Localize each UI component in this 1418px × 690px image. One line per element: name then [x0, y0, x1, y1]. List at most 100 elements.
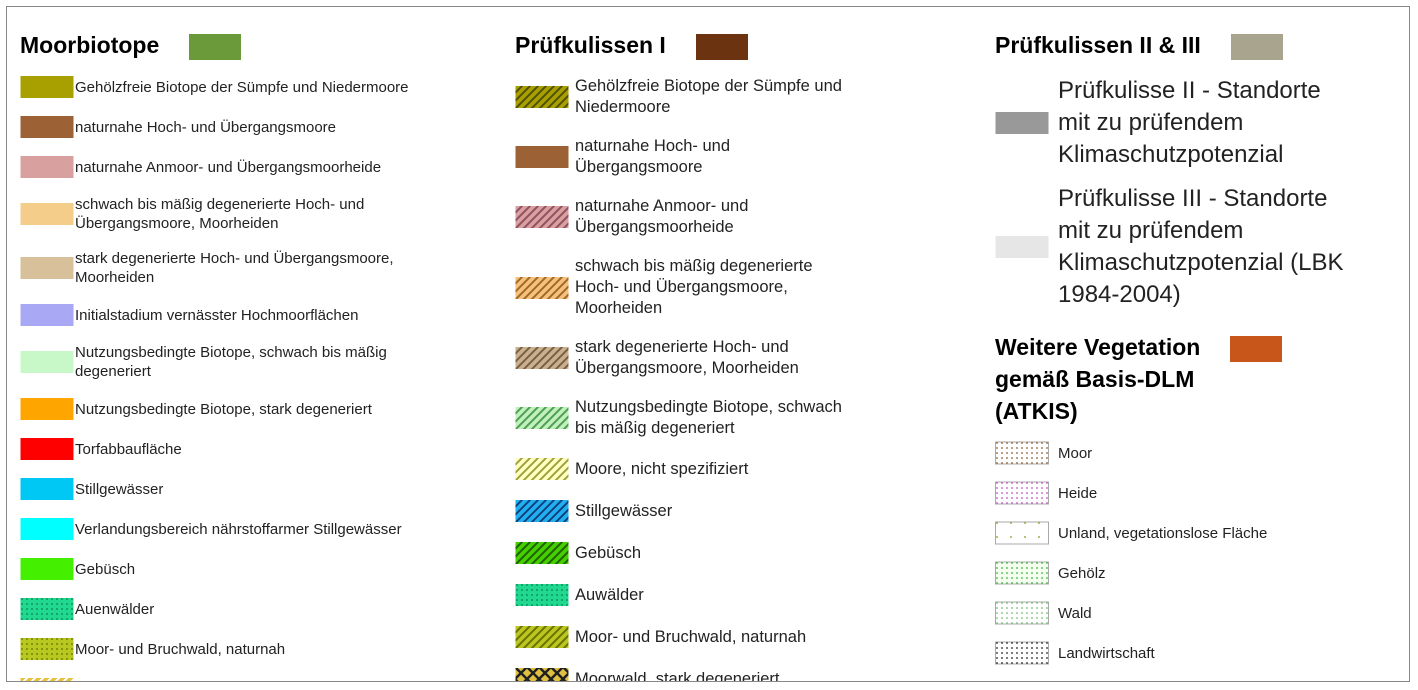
- swatch: [515, 500, 569, 522]
- swatch-pattern: [515, 584, 569, 606]
- swatch: [515, 146, 569, 168]
- swatch: [515, 347, 569, 369]
- swatch-fill: [20, 257, 74, 279]
- legend-section: Weitere Vegetation gemäß Basis-DLM (ATKI…: [995, 331, 1343, 673]
- section-title: Weitere Vegetation gemäß Basis-DLM (ATKI…: [995, 331, 1343, 427]
- swatch: [515, 584, 569, 606]
- legend-item: naturnahe Hoch- und Übergangsmoore: [20, 107, 409, 147]
- legend-item: Moore, nicht spezifiziert: [515, 448, 842, 490]
- legend-label: Gehölzfreie Biotope der Sümpfe und Niede…: [75, 78, 409, 96]
- swatch: [515, 626, 569, 648]
- swatch-pattern: [515, 500, 569, 522]
- section-title-text: Weitere Vegetation gemäß Basis-DLM (ATKI…: [995, 334, 1201, 424]
- swatch-fill: [20, 398, 74, 420]
- legend-item: naturnahe Hoch- und Übergangsmoore: [515, 127, 842, 187]
- swatch: [515, 276, 569, 299]
- legend-item: Initialstadium vernässter Hochmoorfläche…: [20, 295, 409, 335]
- legend-item: Gehölz: [995, 553, 1343, 593]
- legend-label: naturnahe Anmoor- und Übergangsmoorheide: [75, 158, 382, 176]
- swatch-pattern: [515, 626, 569, 648]
- legend-label: Initialstadium vernässter Hochmoorfläche…: [75, 306, 359, 324]
- swatch-pattern: [20, 638, 74, 660]
- swatch: [995, 112, 1049, 134]
- legend-item: Gehölzfreie Biotope der Sümpfe und Niede…: [20, 67, 409, 107]
- legend-item: Auenwälder: [20, 589, 409, 629]
- swatch: [20, 598, 74, 620]
- swatch: [515, 458, 569, 480]
- legend-item: Stillgewässer: [20, 469, 409, 509]
- swatch-pattern: [995, 522, 1049, 544]
- legend-item: stark degenerierte Hoch- und Übergangsmo…: [20, 241, 409, 295]
- swatch-fill: [20, 438, 74, 460]
- legend-label: Auwälder: [575, 585, 644, 604]
- legend-label: Moor- und Bruchwald, naturnah: [575, 627, 807, 646]
- swatch: [20, 638, 74, 660]
- section-title: Moorbiotope: [20, 29, 409, 61]
- legend-item: Moor- und Bruchwald, naturnah: [515, 616, 842, 658]
- legend-column: Moorbiotope Gehölzfreie Biotope der Sümpf…: [20, 29, 409, 682]
- swatch: [995, 481, 1049, 505]
- legend-label: Moor- und Bruchwald, naturnah: [75, 640, 286, 658]
- swatch-pattern: [515, 347, 569, 369]
- legend-label: Nutzungsbedingte Biotope, schwach bis mä…: [75, 344, 387, 380]
- legend-item: Verlandungsbereich nährstoffarmer Stillg…: [20, 509, 409, 549]
- legend-label: stark degenerierte Hoch- und Übergangsmo…: [75, 250, 394, 286]
- legend: Moorbiotope Gehölzfreie Biotope der Sümpf…: [6, 6, 1410, 682]
- swatch: [515, 206, 569, 228]
- section-title-text: Prüfkulissen II & III: [995, 32, 1201, 58]
- swatch-fill: [515, 146, 569, 168]
- swatch-pattern: [995, 442, 1049, 464]
- swatch: [995, 641, 1049, 665]
- swatch: [20, 438, 74, 460]
- legend-item: stark degenerierte Hoch- und Übergangsmo…: [515, 328, 842, 388]
- swatch: [20, 156, 74, 178]
- swatch: [20, 398, 74, 420]
- swatch-pattern: [995, 602, 1049, 624]
- legend-section: Moorbiotope Gehölzfreie Biotope der Sümpf…: [20, 29, 409, 682]
- legend-label: Moore, nicht spezifiziert: [575, 459, 749, 478]
- swatch-pattern: [515, 276, 569, 299]
- legend-label: Nutzungsbedingte Biotope, schwach bis mä…: [575, 398, 842, 437]
- swatch: [20, 678, 74, 681]
- swatch-fill: [20, 351, 74, 373]
- legend-item: naturnahe Anmoor- und Übergangsmoorheide: [515, 187, 842, 247]
- swatch: [515, 668, 569, 681]
- legend-item: Prüfkulisse II - Standorte mit zu prüfen…: [995, 69, 1343, 177]
- swatch: [995, 441, 1049, 465]
- swatch-fill: [995, 112, 1049, 134]
- legend-label: Moorwald, stark degeneriert: [75, 680, 261, 682]
- legend-label: stark degenerierte Hoch- und Übergangsmo…: [575, 338, 799, 377]
- swatch-pattern: [20, 678, 74, 681]
- section-swatch: [1230, 336, 1283, 362]
- section-title-text: Moorbiotope: [20, 32, 160, 58]
- section-swatch: [695, 34, 748, 60]
- swatch: [20, 478, 74, 500]
- section-swatch: [189, 34, 242, 60]
- swatch: [995, 561, 1049, 585]
- section-title-text: Prüfkulissen I: [515, 32, 666, 58]
- swatch: [20, 116, 74, 138]
- legend-label: Torfabbaufläche: [75, 440, 182, 458]
- legend-section: Prüfkulissen I Gehölzfreie Biotope der Sü…: [515, 29, 842, 682]
- legend-item: Moorwald, stark degeneriert: [515, 658, 842, 682]
- legend-items: Gehölzfreie Biotope der Sümpfe und Niede…: [20, 67, 409, 682]
- legend-label: Landwirtschaft: [1058, 644, 1155, 662]
- legend-items: Prüfkulisse II - Standorte mit zu prüfen…: [995, 69, 1343, 317]
- legend-item: Moor: [995, 433, 1343, 473]
- legend-column: Prüfkulissen I Gehölzfreie Biotope der Sü…: [515, 29, 842, 682]
- swatch-fill: [20, 304, 74, 326]
- legend-item: Prüfkulisse III - Standorte mit zu prüfe…: [995, 177, 1343, 317]
- legend-item: schwach bis mäßig degenerierte Hoch- und…: [515, 247, 842, 328]
- legend-item: Gebüsch: [20, 549, 409, 589]
- legend-label: Moor: [1058, 444, 1093, 462]
- legend-item: naturnahe Anmoor- und Übergangsmoorheide: [20, 147, 409, 187]
- legend-item: schwach bis mäßig degenerierte Hoch- und…: [20, 187, 409, 241]
- swatch: [20, 203, 74, 225]
- legend-item: Auwälder: [515, 574, 842, 616]
- swatch: [995, 521, 1049, 545]
- legend-label: Moorwald, stark degeneriert: [575, 669, 780, 682]
- swatch: [20, 76, 74, 98]
- swatch-pattern: [515, 458, 569, 480]
- legend-label: Gebüsch: [75, 560, 136, 578]
- legend-label: Wald: [1058, 604, 1092, 622]
